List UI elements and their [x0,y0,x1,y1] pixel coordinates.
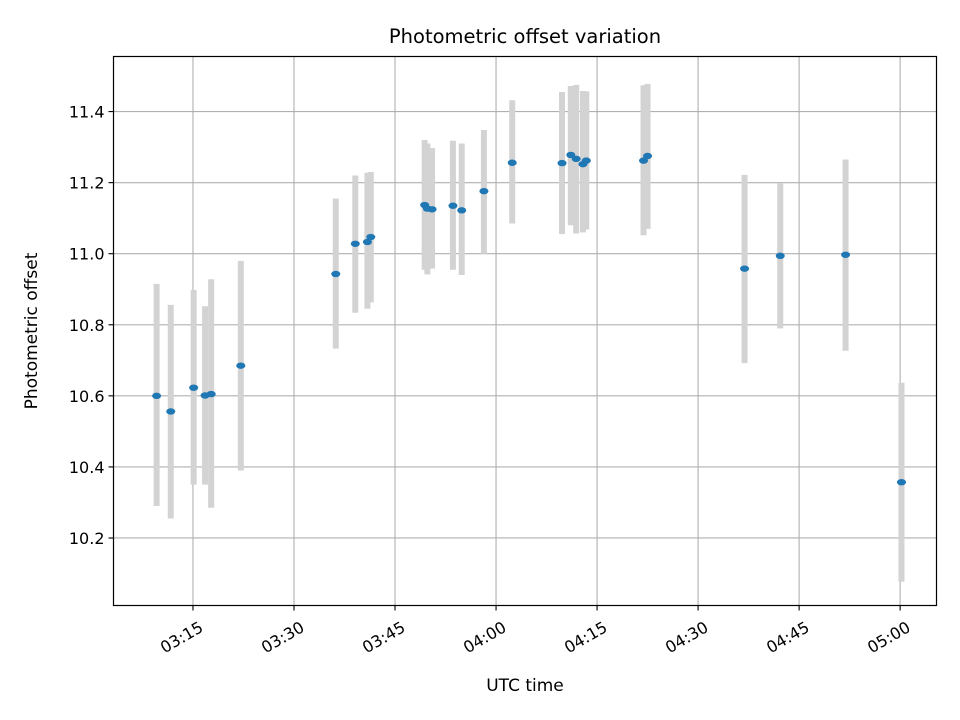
y-tick-label: 10.6 [69,387,105,406]
x-axis-ticks: 03:15 03:30 03:45 04:00 04:15 04:30 04:45 05:00 [157,605,914,658]
data-point [236,362,246,369]
x-tick-label: 03:15 [157,618,206,658]
data-point [557,159,567,167]
y-tick-label: 10.8 [69,316,105,335]
data-point [479,187,489,195]
data-point [152,392,162,400]
chart-title: Photometric offset variation [389,25,661,48]
x-tick-label: 03:45 [359,618,408,658]
x-tick-label: 03:30 [258,618,307,658]
x-axis-title: UTC time [486,676,564,696]
data-point [166,408,176,415]
data-point [571,155,581,163]
data-point [457,207,467,214]
data-point [740,265,750,272]
data-point [189,384,199,391]
x-tick-label: 04:45 [763,618,812,658]
data-point [896,478,906,486]
x-tick-label: 04:00 [460,618,509,658]
data-point [206,390,216,398]
plot-background [113,56,937,606]
plot-frame [112,55,938,607]
y-axis-ticks: 10.2 10.4 10.6 10.8 11.0 11.2 11.4 [69,103,114,548]
data-point [775,252,785,260]
y-tick-label: 11.4 [69,103,105,122]
x-tick-label: 04:30 [662,618,711,658]
data-point [581,157,591,164]
data-points [152,151,906,486]
data-point [639,157,649,164]
data-point [366,233,376,241]
data-point [427,206,437,213]
data-point [362,238,372,246]
y-tick-label: 11.2 [69,174,105,193]
y-tick-label: 10.2 [69,529,105,548]
x-tick-label: 05:00 [864,618,913,658]
data-point [350,240,360,247]
data-point [448,202,458,209]
x-tick-label: 04:15 [561,618,610,658]
data-point [841,251,851,258]
data-point [643,152,653,160]
data-point [507,159,517,166]
y-axis-title: Photometric offset [22,252,42,409]
y-tick-label: 11.0 [69,245,105,264]
data-point [566,151,576,159]
y-tick-label: 10.4 [69,458,105,477]
grid-lines [113,56,937,606]
data-point [331,270,341,278]
